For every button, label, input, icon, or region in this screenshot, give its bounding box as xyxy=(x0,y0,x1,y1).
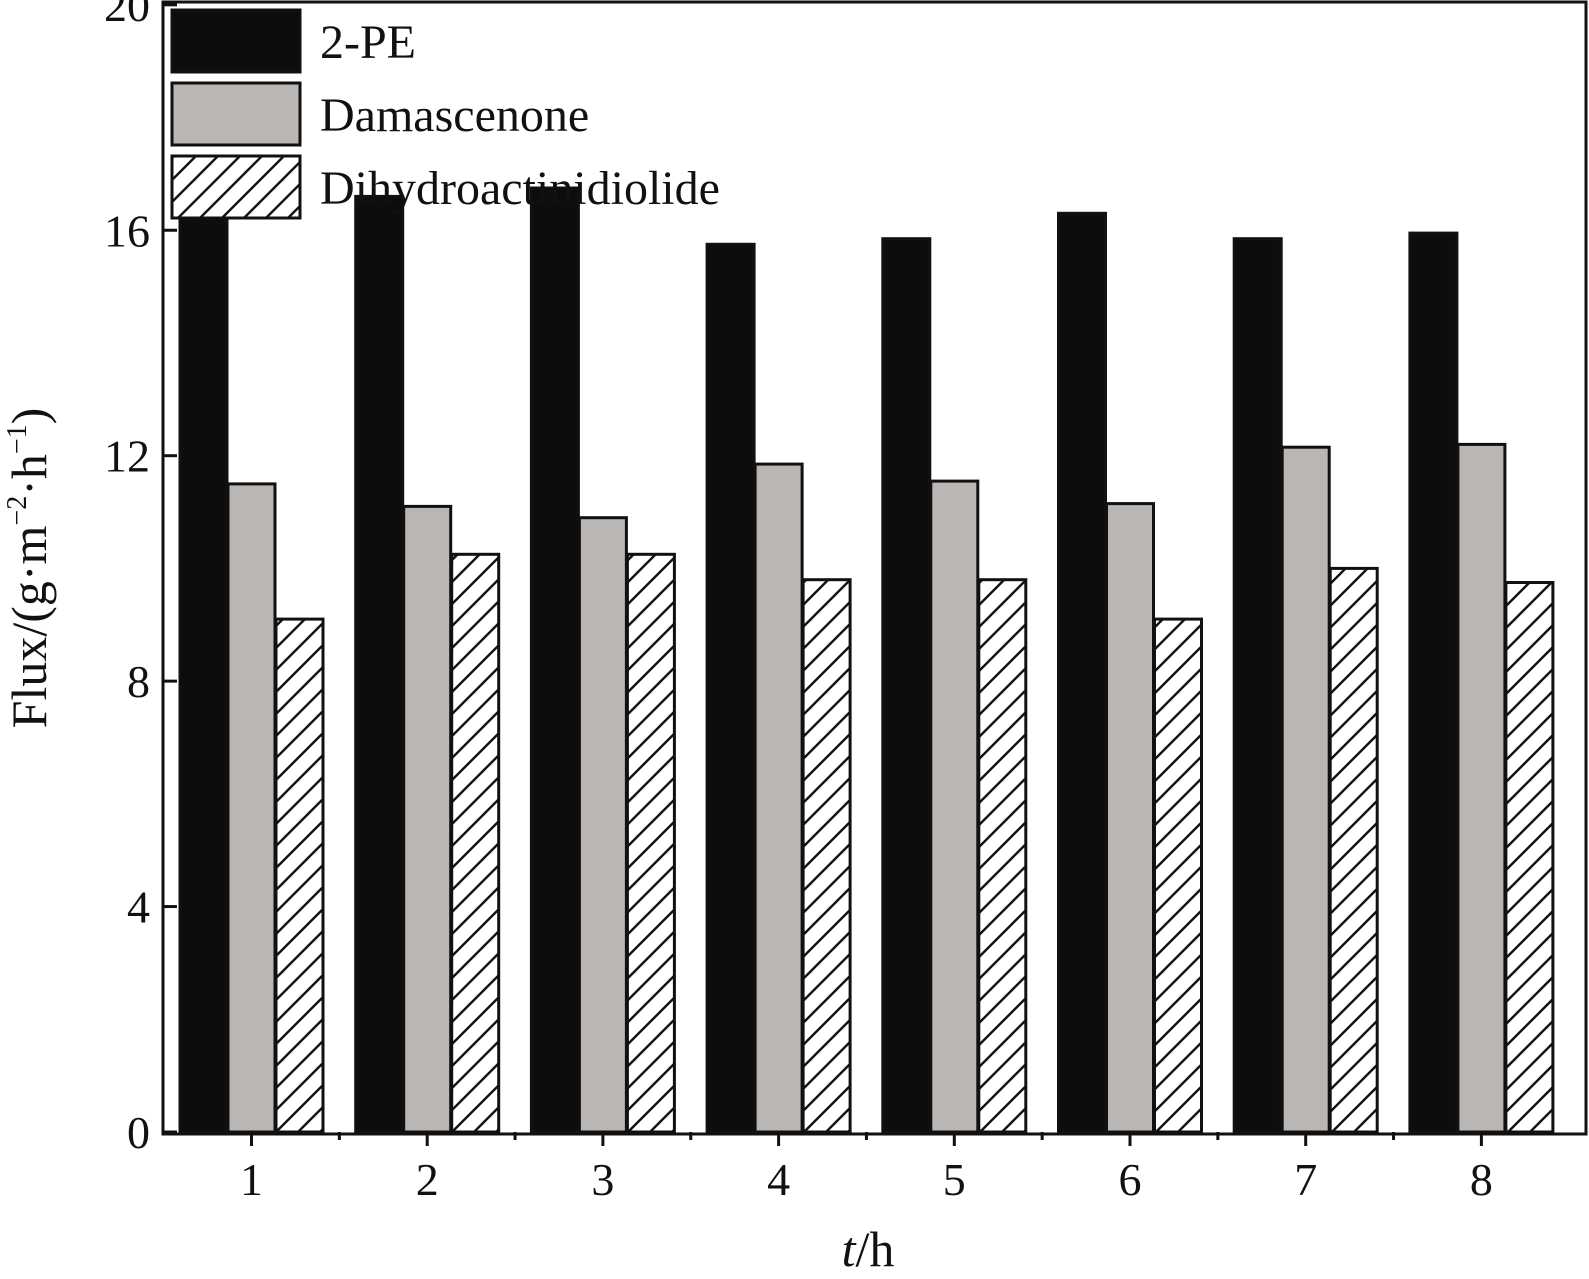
x-tick-label-2: 2 xyxy=(416,1154,439,1205)
x-tick-label-3: 3 xyxy=(591,1154,614,1205)
bar-dihydroactinidiolide-7 xyxy=(1328,566,1379,1134)
bar-dihydroactinidiolide-8 xyxy=(1504,581,1555,1134)
bar-damascenone-5 xyxy=(929,479,980,1134)
bar-2-pe-5 xyxy=(881,237,932,1134)
x-tick-label-5: 5 xyxy=(943,1154,966,1205)
bar-dihydroactinidiolide-1 xyxy=(274,617,325,1134)
bar-2-pe-1 xyxy=(178,206,229,1134)
y-tick-label-12: 12 xyxy=(104,431,150,482)
bar-dihydroactinidiolide-5 xyxy=(977,578,1028,1134)
bars-group xyxy=(178,186,1555,1134)
bar-dihydroactinidiolide-3 xyxy=(625,552,676,1134)
bar-2-pe-4 xyxy=(705,242,756,1134)
x-tick-label-6: 6 xyxy=(1119,1154,1142,1205)
y-tick-label-8: 8 xyxy=(127,656,150,707)
bar-2-pe-3 xyxy=(529,186,580,1134)
x-tick-label-1: 1 xyxy=(240,1154,263,1205)
x-tick-label-7: 7 xyxy=(1294,1154,1317,1205)
bar-damascenone-6 xyxy=(1105,502,1155,1134)
x-axis-ticks: 1 2 3 4 5 6 7 8 xyxy=(240,1132,1493,1205)
bar-dihydroactinidiolide-4 xyxy=(801,578,852,1134)
bar-damascenone-4 xyxy=(753,462,804,1134)
legend-swatch-dihydroactinidiolide xyxy=(170,154,302,220)
x-axis-label-rest: /h xyxy=(856,1221,895,1277)
y-axis-label-sup1: −2 xyxy=(2,496,33,526)
y-axis-label-sup2: −1 xyxy=(2,424,33,454)
y-tick-label-20: 20 xyxy=(104,0,150,31)
legend-swatch-damascenone xyxy=(170,81,302,147)
legend: 2-PE Damascenone Dihydroactinidiolide xyxy=(170,8,720,220)
legend-swatch-2-pe xyxy=(170,8,302,74)
y-axis-label: Flux/(g·m−2·h−1) xyxy=(1,408,57,729)
legend-label-dihydroactinidiolide: Dihydroactinidiolide xyxy=(320,162,720,215)
bar-2-pe-6 xyxy=(1057,211,1107,1134)
legend-label-damascenone: Damascenone xyxy=(320,89,589,142)
bar-damascenone-1 xyxy=(226,482,277,1134)
y-axis-label-mid: ·h xyxy=(1,454,57,496)
y-axis-ticks: 0 4 8 12 16 20 xyxy=(104,0,177,1158)
y-tick-label-4: 4 xyxy=(127,882,150,933)
bar-dihydroactinidiolide-2 xyxy=(450,552,501,1134)
bar-damascenone-7 xyxy=(1280,445,1331,1134)
bar-2-pe-2 xyxy=(354,194,405,1134)
bar-2-pe-8 xyxy=(1408,231,1459,1134)
x-axis-label-italic: t xyxy=(842,1221,857,1277)
y-tick-label-0: 0 xyxy=(127,1107,150,1158)
plot-frame xyxy=(161,0,1588,1136)
bar-damascenone-8 xyxy=(1456,442,1507,1134)
y-tick-label-16: 16 xyxy=(104,205,150,256)
legend-label-2-pe: 2-PE xyxy=(320,16,416,69)
y-axis-label-main: Flux/(g·m xyxy=(1,525,57,728)
x-tick-label-4: 4 xyxy=(767,1154,790,1205)
bar-2-pe-7 xyxy=(1232,237,1283,1134)
y-axis-label-end: ) xyxy=(1,408,57,425)
x-tick-label-8: 8 xyxy=(1470,1154,1493,1205)
bar-dihydroactinidiolide-6 xyxy=(1153,617,1203,1134)
bar-damascenone-3 xyxy=(577,516,628,1134)
bar-damascenone-2 xyxy=(402,504,453,1134)
x-axis-label: t/h xyxy=(842,1221,895,1277)
